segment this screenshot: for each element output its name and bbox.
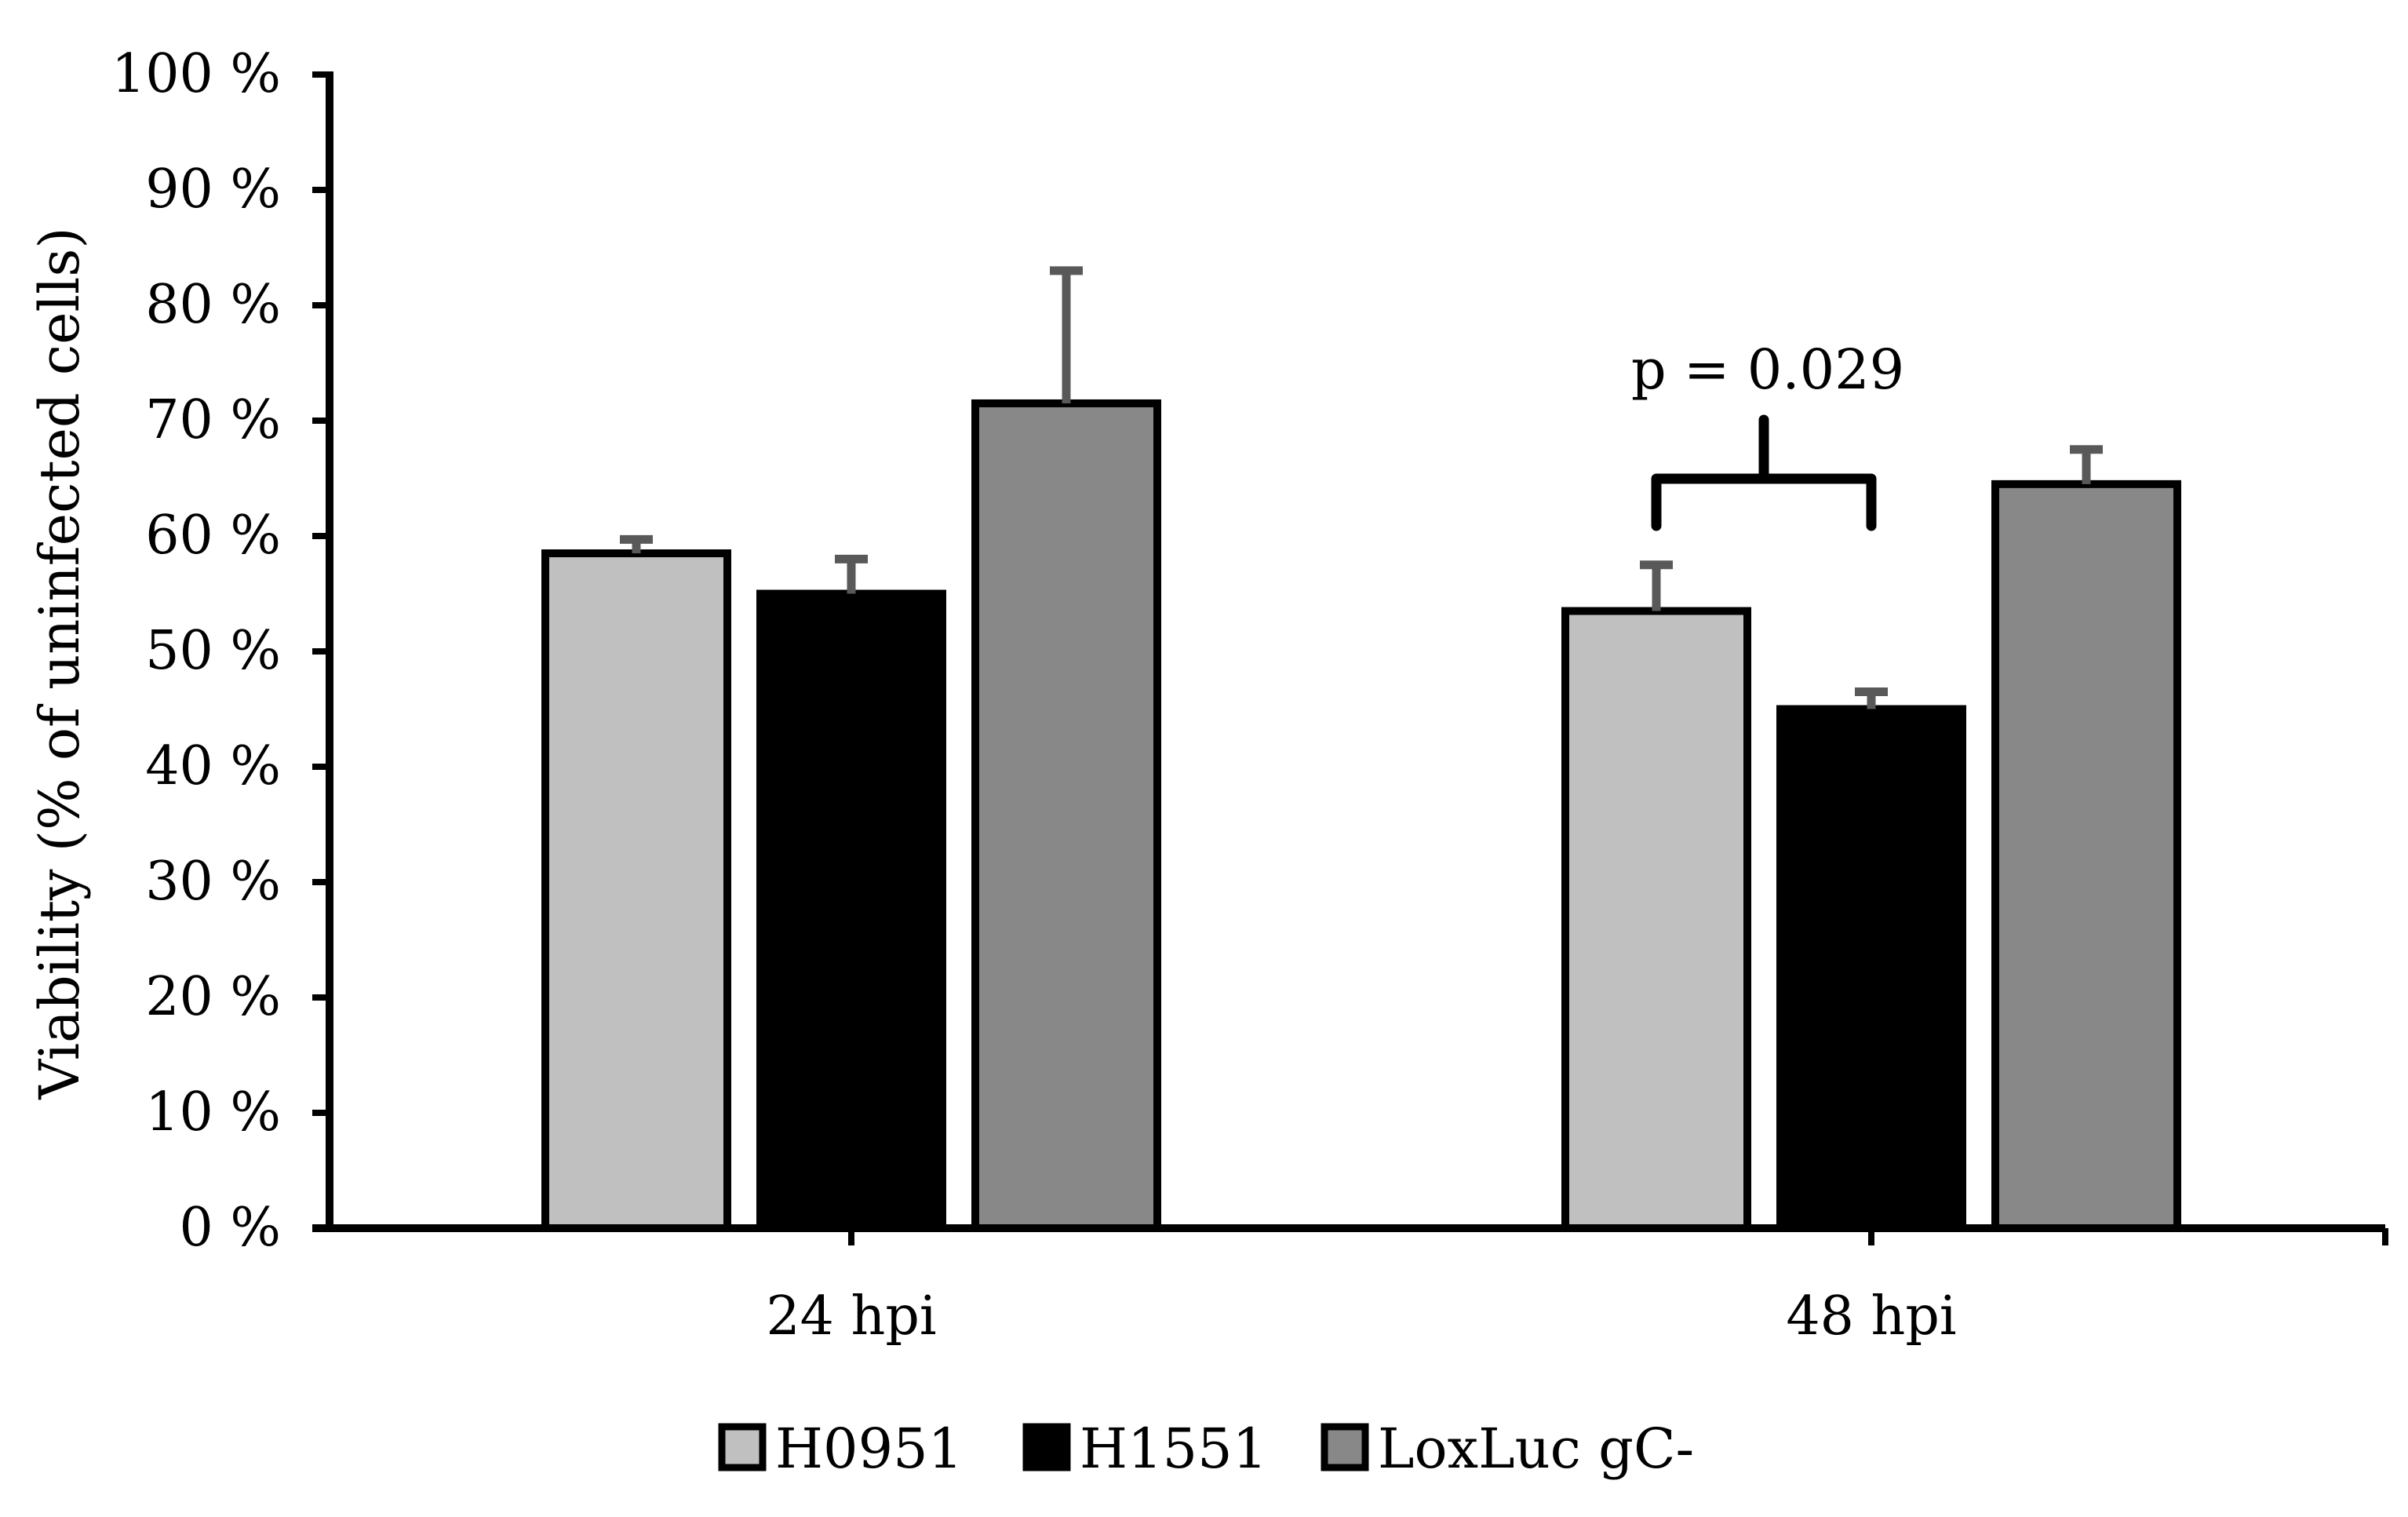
legend-label: LoxLuc gC-: [1378, 1417, 1694, 1481]
y-tick-label: 100 %: [111, 43, 281, 105]
y-tick-label: 0 %: [180, 1197, 282, 1259]
bar: [971, 399, 1161, 1233]
y-tick-label: 60 %: [145, 505, 281, 567]
y-axis-title: Viability (% of uninfected cells): [27, 227, 92, 1099]
legend-label: H1551: [1080, 1417, 1267, 1481]
y-tick-label: 30 %: [145, 851, 281, 913]
legend-swatch: [1321, 1423, 1369, 1471]
legend-swatch: [1022, 1423, 1071, 1471]
annotation-layer: p = 0.029: [1631, 337, 1904, 531]
y-tick-label: 80 %: [145, 274, 281, 336]
legend-swatch: [718, 1423, 767, 1471]
y-tick-label: 50 %: [145, 620, 281, 682]
y-tick-label: 10 %: [145, 1081, 281, 1143]
bars-layer: [541, 266, 2181, 1233]
axes-layer: 24 hpi 48 hpi: [312, 71, 2388, 1347]
y-tick-label: 20 %: [145, 966, 281, 1028]
bar: [1991, 480, 2181, 1232]
significance-bracket: [1651, 473, 1877, 531]
x-tick-label: 24 hpi: [766, 1285, 936, 1347]
y-tick-label: 70 %: [145, 389, 281, 451]
bar: [1776, 705, 1966, 1232]
bar: [1561, 607, 1751, 1232]
y-axis: 0 % 10 % 20 % 30 % 40 % 50 % 60 % 70 % 80 % 90 % 1…: [111, 43, 330, 1259]
legend-label: H0951: [775, 1417, 963, 1481]
y-tick-label: 90 %: [145, 159, 281, 221]
legend: H0951 H1551 LoxLuc gC-: [718, 1417, 1694, 1481]
bar: [541, 549, 731, 1232]
y-tick-label: 40 %: [145, 735, 281, 797]
p-value-label: p = 0.029: [1631, 337, 1904, 402]
x-tick-label: 48 hpi: [1786, 1285, 1956, 1347]
bar: [756, 589, 946, 1232]
